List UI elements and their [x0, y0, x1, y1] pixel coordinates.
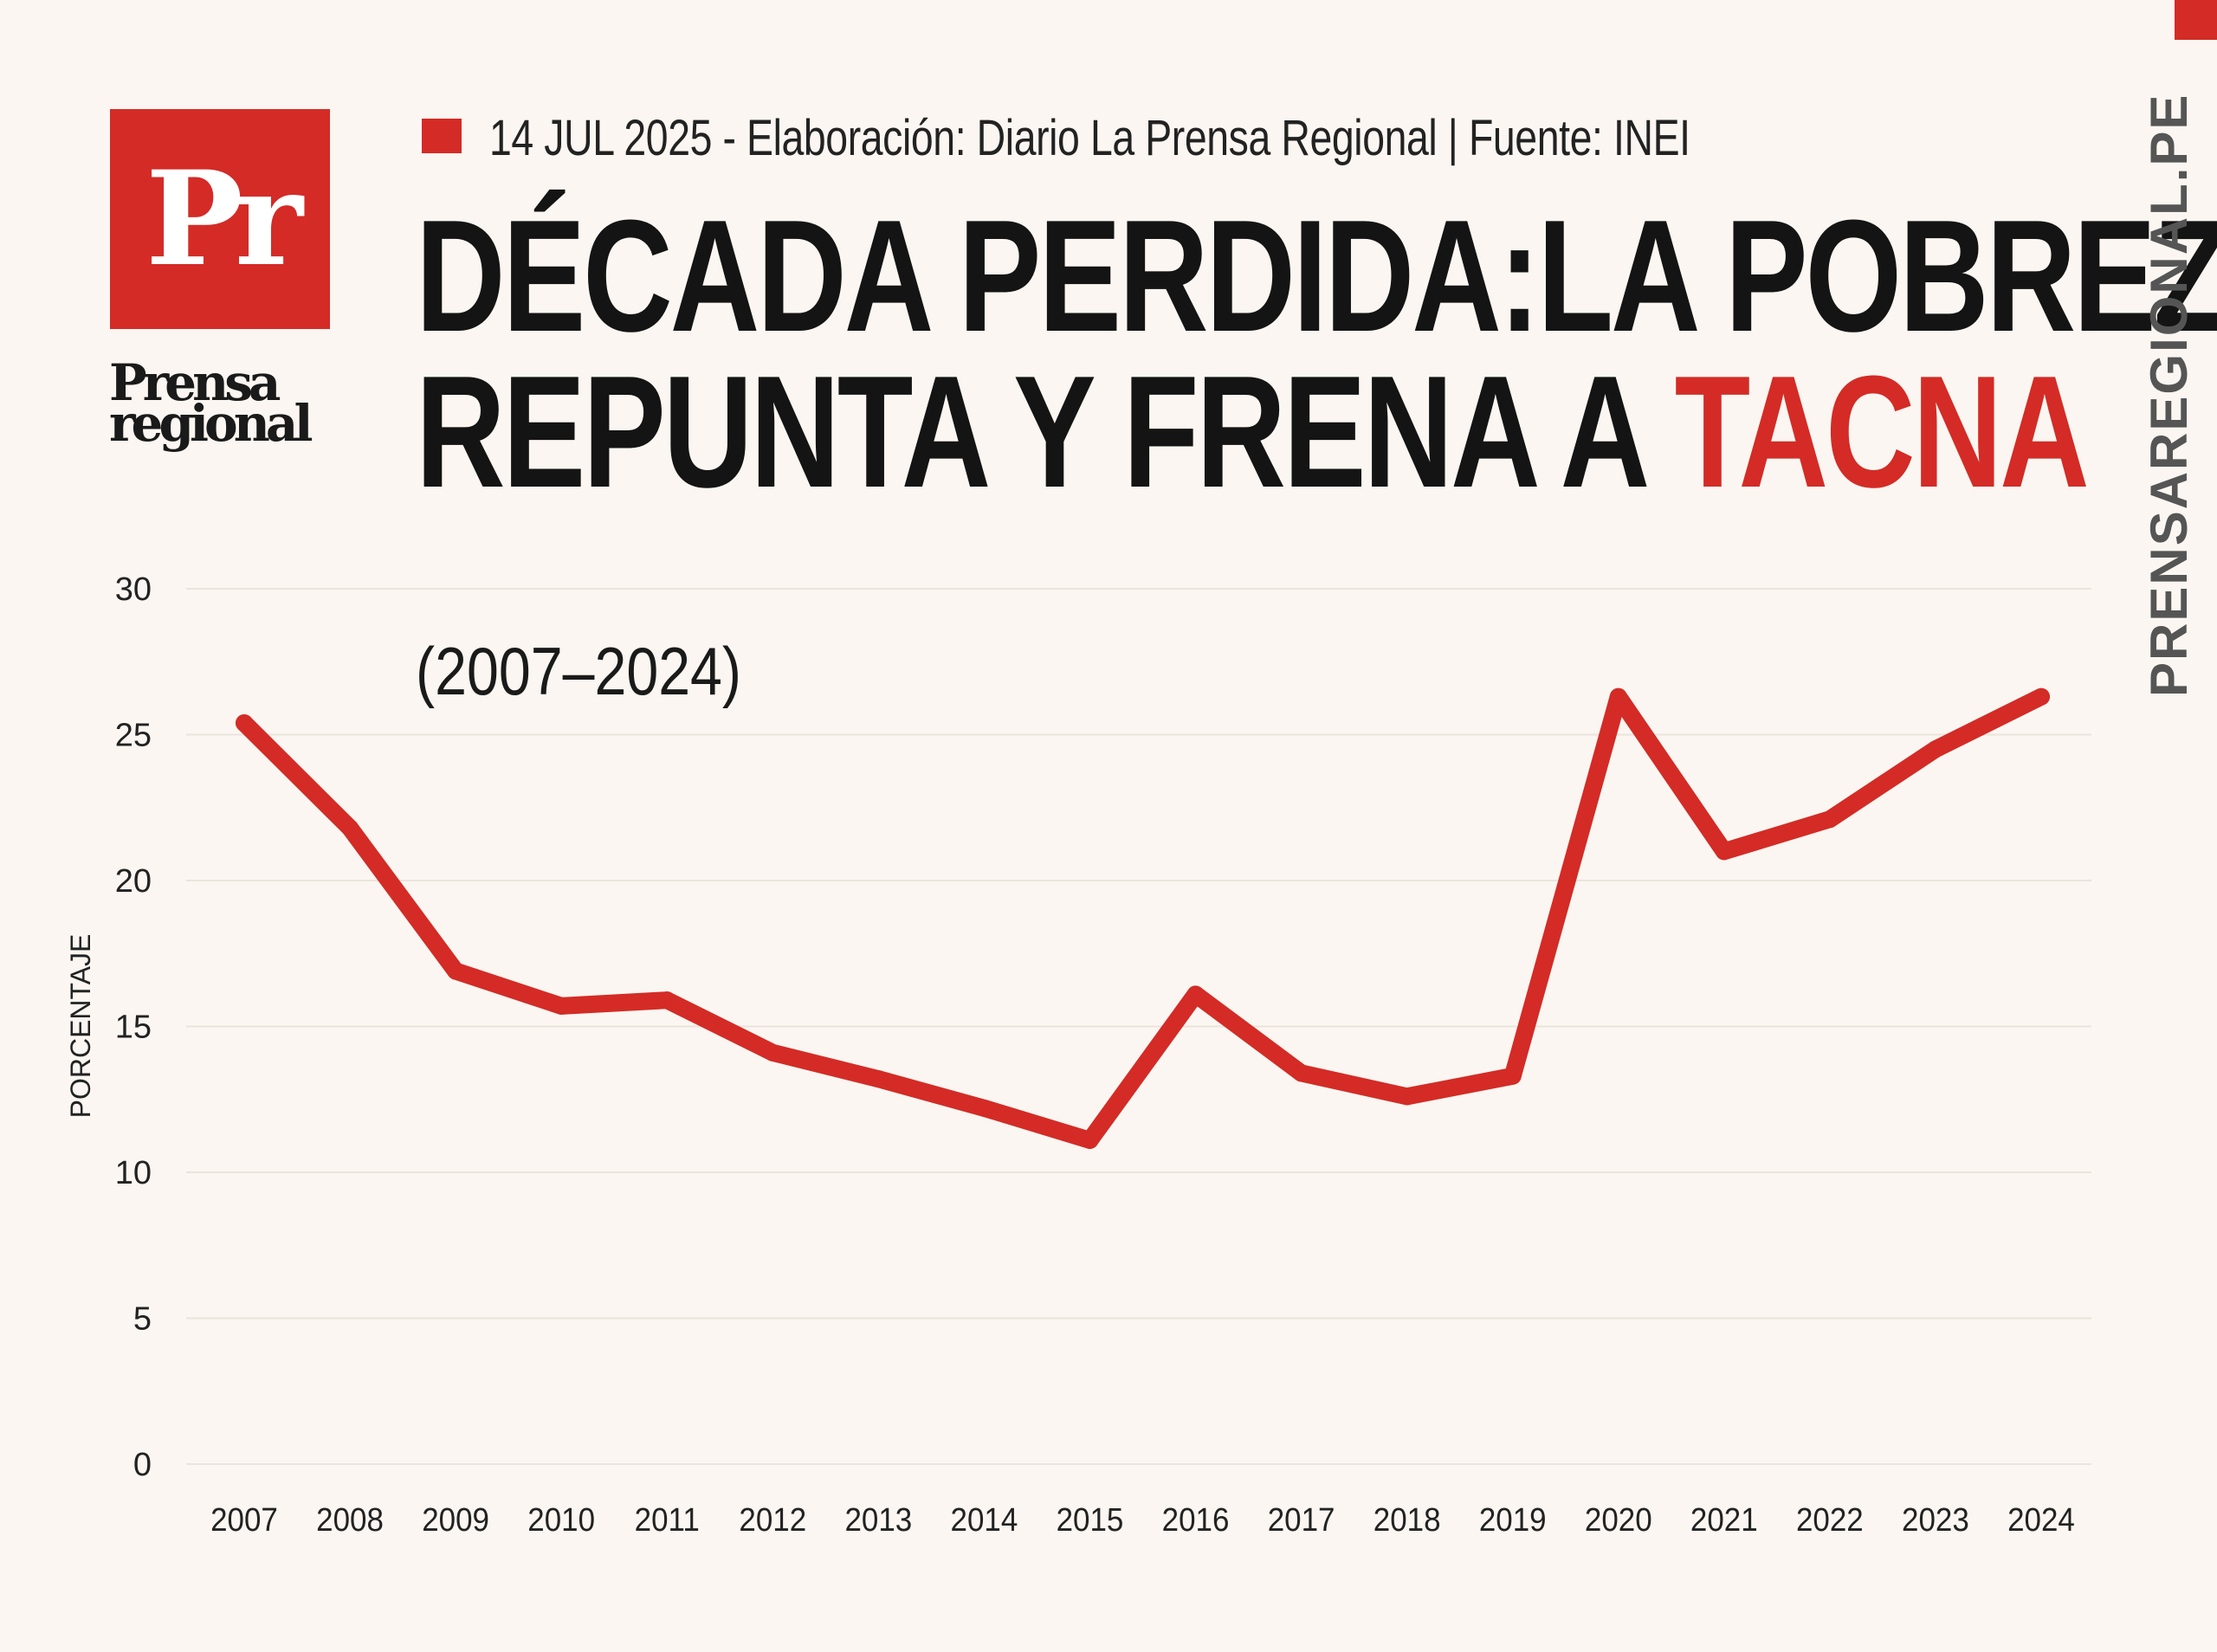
data-point [658, 991, 676, 1010]
data-point [1081, 1131, 1099, 1149]
x-tick-label: 2011 [635, 1501, 700, 1539]
corner-accent-bar [2175, 0, 2217, 40]
data-point [1715, 842, 1733, 861]
data-point [2033, 687, 2050, 706]
data-point [236, 714, 253, 732]
y-tick-label: 30 [115, 571, 152, 608]
x-tick-label: 2024 [2007, 1501, 2075, 1539]
x-tick-label: 2022 [1796, 1501, 1864, 1539]
data-point [1609, 687, 1627, 706]
x-tick-label: 2010 [527, 1501, 595, 1539]
data-point [553, 997, 571, 1015]
brand-logo-letters: Pr [145, 143, 303, 295]
title-line-1: DÉCADA PERDIDA:LA POBREZA [416, 186, 2217, 365]
y-tick-label: 15 [115, 1010, 152, 1046]
data-point [1503, 1067, 1522, 1085]
data-point [1292, 1064, 1310, 1082]
x-tick-label: 2020 [1585, 1501, 1652, 1539]
data-point [1820, 810, 1839, 829]
chart-subtitle: (2007–2024) [416, 633, 742, 709]
title-line-2: REPUNTA Y FRENA A TACNA [416, 352, 2090, 511]
x-tick-label: 2015 [1057, 1501, 1124, 1539]
y-tick-label: 0 [133, 1447, 152, 1483]
x-tick-label: 2013 [844, 1501, 912, 1539]
x-tick-label: 2017 [1268, 1501, 1335, 1539]
title-accent-word: TACNA [1674, 342, 2090, 520]
data-point [764, 1043, 782, 1062]
x-tick-label: 2008 [316, 1501, 384, 1539]
y-axis-title: PORCENTAJE [65, 934, 96, 1119]
data-point [1926, 740, 1944, 758]
x-tick-label: 2019 [1479, 1501, 1547, 1539]
x-tick-label: 2014 [951, 1501, 1018, 1539]
data-point [341, 819, 359, 837]
data-point [1398, 1087, 1416, 1106]
meta-bullet-square [422, 119, 462, 153]
x-tick-label: 2007 [210, 1501, 278, 1539]
y-tick-label: 5 [133, 1301, 152, 1338]
data-point [1186, 985, 1205, 1003]
page-title: DÉCADA PERDIDA:LA POBREZA REPUNTA Y FREN… [416, 186, 2217, 511]
y-tick-label: 10 [115, 1155, 152, 1191]
y-tick-label: 20 [115, 863, 152, 900]
x-tick-label: 2012 [739, 1501, 806, 1539]
brand-logo-word-regional: regional [109, 394, 313, 453]
meta-date-source: 14 JUL 2025 - Elaboración: Diario La Pre… [489, 110, 1690, 166]
series-line [236, 687, 2050, 1149]
x-tick-label: 2018 [1374, 1501, 1441, 1539]
data-point [447, 962, 465, 980]
data-point [975, 1099, 993, 1117]
y-tick-label: 25 [115, 718, 152, 754]
data-point [869, 1070, 888, 1088]
brand-logo-word-prensa: Prensa [109, 353, 281, 412]
x-tick-label: 2009 [422, 1501, 489, 1539]
brand-logo-mark: Pr [110, 109, 330, 329]
line-chart: 0 5 10 15 20 25 30 PORCENTAJE 2007 2008 2009 2010 20… [65, 571, 2091, 1539]
x-tick-label: 2016 [1162, 1501, 1230, 1539]
x-tick-label: 2021 [1690, 1501, 1758, 1539]
x-tick-label: 2023 [1902, 1501, 1969, 1539]
title-line-2-prefix: REPUNTA Y FRENA A [416, 342, 1675, 520]
